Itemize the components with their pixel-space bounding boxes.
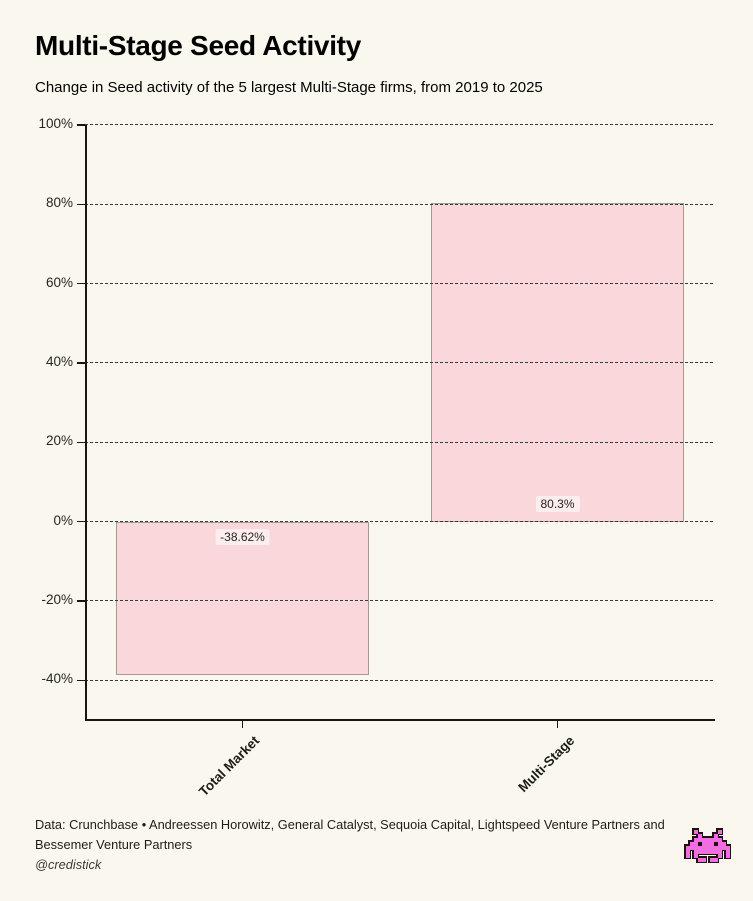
space-invader-icon [686, 826, 730, 866]
y-axis-line [85, 125, 87, 721]
y-axis-tick [77, 124, 85, 126]
space-invader-svg [686, 830, 730, 862]
data-source-line: Data: Crunchbase • Andreessen Horowitz, … [35, 817, 665, 832]
gridline [85, 600, 713, 602]
gridline [85, 520, 713, 522]
gridline [85, 441, 713, 443]
y-axis-tick-label: 0% [53, 512, 73, 528]
author-credit: @credistick [35, 857, 102, 872]
chart-subtitle: Change in Seed activity of the 5 largest… [35, 79, 543, 96]
y-axis-tick [77, 520, 85, 523]
y-axis-tick-label: 40% [45, 354, 73, 369]
page-title: Multi-Stage Seed Activity [35, 30, 361, 61]
y-axis-tick-label: 80% [45, 195, 73, 211]
y-axis-tick-label: 60% [45, 274, 73, 290]
x-axis-line [85, 719, 715, 721]
y-axis-tick [77, 362, 85, 364]
y-axis-tick-label: 100% [38, 116, 73, 131]
gridline [85, 679, 713, 681]
bar-total-market [115, 521, 370, 675]
x-axis-tick [556, 720, 559, 728]
y-axis-tick [77, 282, 85, 285]
y-axis-tick-label: -40% [41, 671, 73, 687]
x-axis-category-label: Total Market [195, 733, 263, 800]
y-axis-tick-label: 20% [45, 433, 73, 449]
y-axis-tick [77, 679, 85, 682]
chart-footer: Data: Crunchbase • Andreessen Horowitz, … [35, 815, 683, 875]
y-axis-tick-label: -20% [41, 592, 73, 607]
bar-value-label: 80.3% [535, 495, 580, 512]
x-axis-tick [241, 720, 244, 728]
gridline [85, 203, 713, 205]
y-axis-tick [77, 600, 85, 602]
data-source-line: Bessemer Venture Partners [35, 837, 193, 852]
gridline [85, 124, 713, 126]
bar-value-label: -38.62% [215, 528, 270, 545]
gridline [85, 282, 713, 284]
x-axis-category-label: Multi-Stage [515, 733, 578, 796]
gridline [85, 362, 713, 364]
y-axis-tick [77, 441, 85, 444]
y-axis-tick [77, 203, 85, 206]
